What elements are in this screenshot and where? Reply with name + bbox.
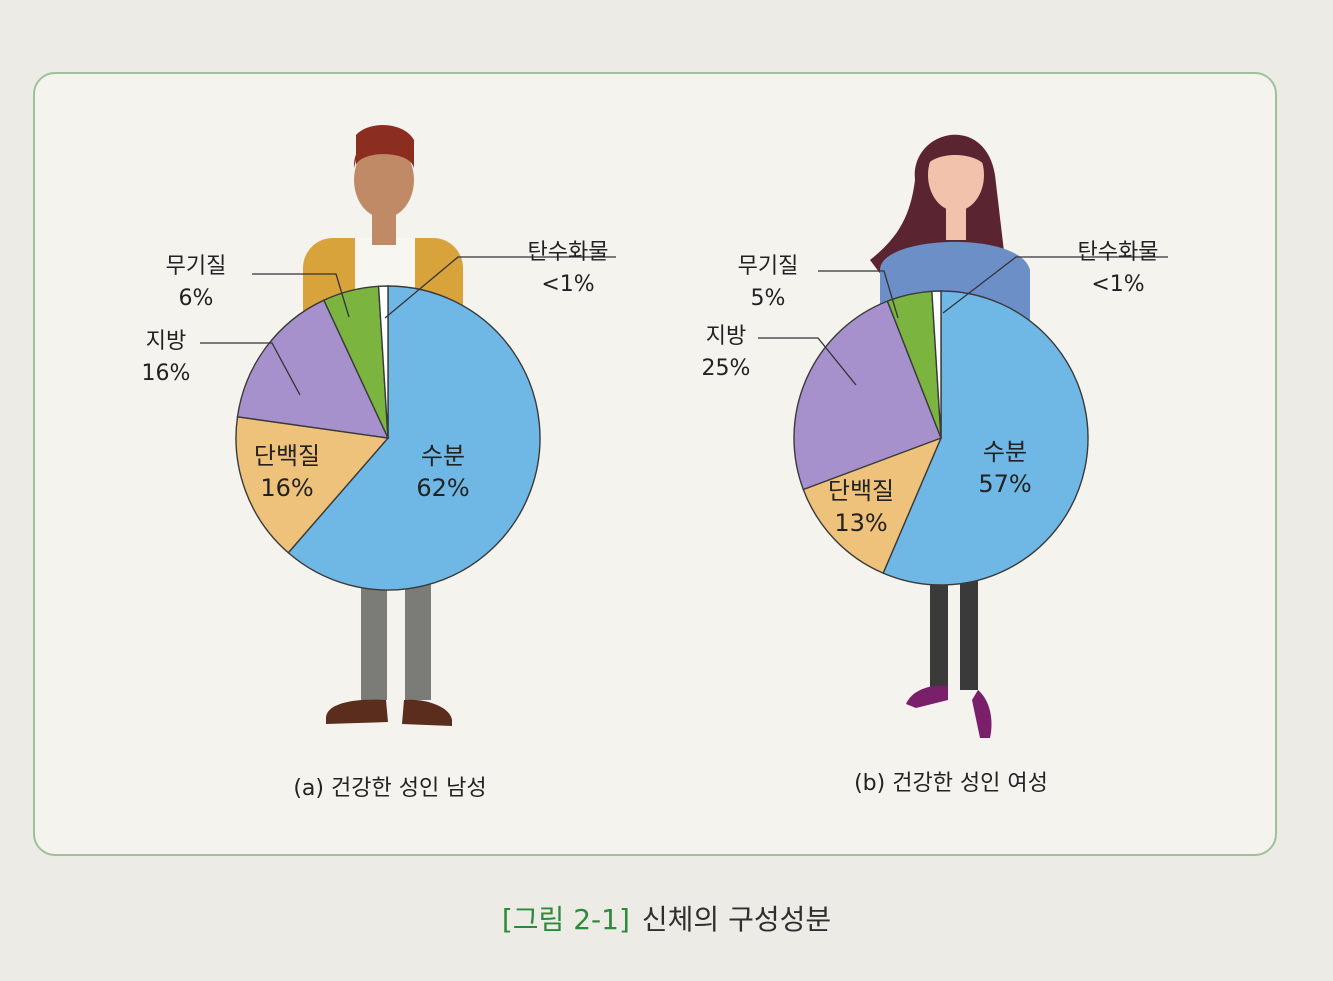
figure-title: 신체의 구성성분 <box>642 903 831 936</box>
slice-value: <1% <box>1091 272 1144 297</box>
slice-value: 16% <box>260 474 313 502</box>
slice-label: 탄수화물 <box>528 240 609 265</box>
figure-caption: [그림 2-1] 신체의 구성성분 <box>0 898 1333 938</box>
pie-chart-female: 수분 57% 단백질 13% 지방 25% 무기질 5% 탄수화물 <1% (b) 건강한 성인 여… <box>702 240 1168 796</box>
slice-value: 57% <box>978 470 1031 498</box>
chart-caption: (b) 건강한 성인 여성 <box>854 771 1048 796</box>
slice-label: 지방 <box>146 329 186 354</box>
slice-value: 25% <box>702 356 751 381</box>
figure-number: [그림 2-1] <box>502 903 630 936</box>
slice-value: 5% <box>751 286 786 311</box>
slice-value: 16% <box>142 361 191 386</box>
slice-label: 무기질 <box>738 254 799 279</box>
slice-label: 무기질 <box>166 254 227 279</box>
slice-label: 수분 <box>421 442 465 470</box>
slice-value: <1% <box>541 272 594 297</box>
slice-label: 수분 <box>983 438 1027 466</box>
slice-label: 탄수화물 <box>1078 240 1159 265</box>
slice-value: 13% <box>834 509 887 537</box>
slice-label: 지방 <box>706 324 746 349</box>
slice-value: 62% <box>416 474 469 502</box>
slice-label: 단백질 <box>828 477 894 505</box>
slice-label: 단백질 <box>254 442 320 470</box>
chart-caption: (a) 건강한 성인 남성 <box>293 776 486 801</box>
slice-value: 6% <box>179 286 214 311</box>
